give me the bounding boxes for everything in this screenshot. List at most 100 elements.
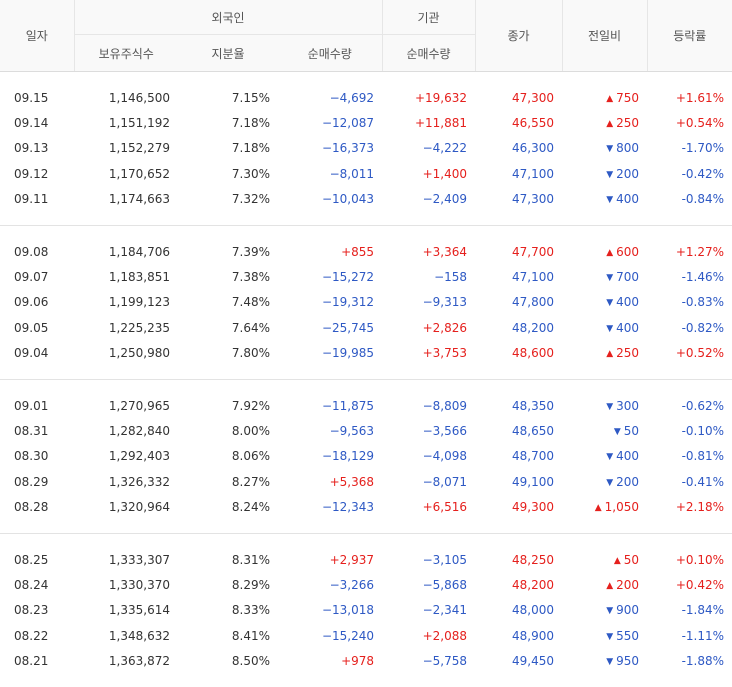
table-row: 09.04 1,250,980 7.80% −19,985 +3,753 48,600 ▲ 2… [0, 341, 732, 366]
cell-holdings: 1,225,235 [108, 320, 170, 335]
cell-change: ▼ 950 [562, 648, 647, 673]
header-foreign: 외국인 [73, 0, 383, 35]
cell-rate: +0.42% [675, 577, 725, 592]
cell-date: 09.05 [14, 320, 49, 335]
cell-foreign-net: −19,985 [321, 346, 375, 361]
cell-holdings: 1,199,123 [108, 295, 170, 310]
cell-inst-net: −158 [434, 270, 468, 285]
triangle-up-icon: ▲ [594, 503, 602, 514]
cell-date: 09.13 [14, 141, 49, 156]
header-close: 종가 [474, 0, 563, 72]
cell-close: 49,300 [512, 500, 555, 515]
cell-inst-net: −5,868 [422, 577, 468, 592]
cell-change: ▲ 1,050 [562, 494, 647, 519]
cell-inst-net: −8,809 [422, 398, 468, 413]
cell-close: 46,300 [512, 141, 555, 156]
cell-foreign-net: −12,087 [321, 116, 375, 131]
cell-close: 47,100 [512, 166, 555, 181]
cell-close: 49,100 [512, 474, 555, 489]
table-row: 09.05 1,225,235 7.64% −25,745 +2,826 48,200 ▼ 4… [0, 315, 732, 340]
cell-inst-net: −9,313 [422, 295, 468, 310]
cell-holdings: 1,270,965 [108, 398, 170, 413]
cell-inst-net: +6,516 [422, 500, 468, 515]
triangle-down-icon: ▼ [606, 401, 614, 412]
cell-change-value: 950 [616, 654, 640, 669]
cell-change: ▲ 250 [562, 110, 647, 135]
group-spacer [0, 366, 732, 380]
table-row: 08.21 1,363,872 8.50% +978 −5,758 49,450 ▼ 950 -… [0, 648, 732, 673]
cell-close: 48,700 [512, 449, 555, 464]
group-spacer-cell [0, 366, 732, 380]
cell-change: ▼ 400 [562, 444, 647, 469]
cell-inst-net: +3,364 [422, 244, 468, 259]
header-inst-net: 순매수량 [381, 34, 476, 72]
cell-change-value: 250 [616, 346, 640, 361]
cell-date: 09.15 [14, 90, 49, 105]
cell-rate: -0.81% [681, 449, 725, 464]
cell-foreign-net: −19,312 [321, 295, 375, 310]
cell-date: 08.25 [14, 552, 49, 567]
cell-foreign-net: −10,043 [321, 192, 375, 207]
cell-close: 48,900 [512, 628, 555, 643]
group-spacer [0, 226, 732, 239]
cell-share: 7.64% [231, 320, 270, 335]
cell-holdings: 1,282,840 [108, 423, 170, 438]
cell-date: 09.14 [14, 116, 49, 131]
cell-inst-net: −3,566 [422, 423, 468, 438]
cell-rate: -1.88% [681, 654, 725, 669]
group-spacer [0, 534, 732, 547]
cell-share: 7.30% [231, 166, 270, 181]
triangle-down-icon: ▼ [606, 144, 614, 155]
cell-change: ▼ 50 [562, 418, 647, 443]
cell-change-value: 550 [616, 628, 640, 643]
cell-change: ▼ 300 [562, 393, 647, 418]
triangle-up-icon: ▲ [606, 580, 614, 591]
triangle-down-icon: ▼ [606, 606, 614, 617]
cell-close: 48,200 [512, 320, 555, 335]
cell-inst-net: −4,222 [422, 141, 468, 156]
cell-change-value: 200 [616, 577, 640, 592]
cell-share: 7.38% [231, 270, 270, 285]
group-divider [0, 379, 732, 380]
cell-foreign-net: −12,343 [321, 500, 375, 515]
table-row: 08.25 1,333,307 8.31% +2,937 −3,105 48,250 ▲ 50… [0, 547, 732, 572]
cell-change-value: 400 [616, 192, 640, 207]
cell-change-value: 900 [616, 603, 640, 618]
cell-share: 7.32% [231, 192, 270, 207]
cell-rate: +1.61% [675, 90, 725, 105]
cell-date: 09.04 [14, 346, 49, 361]
group-divider-line [0, 225, 732, 226]
cell-rate: -0.10% [681, 423, 725, 438]
cell-share: 8.33% [231, 603, 270, 618]
cell-foreign-net: −11,875 [321, 398, 375, 413]
cell-date: 08.24 [14, 577, 49, 592]
cell-share: 7.15% [231, 90, 270, 105]
cell-change-value: 300 [616, 398, 640, 413]
cell-close: 46,550 [512, 116, 555, 131]
cell-change: ▲ 250 [562, 341, 647, 366]
cell-holdings: 1,174,663 [108, 192, 170, 207]
cell-change: ▲ 600 [562, 239, 647, 264]
triangle-down-icon: ▼ [606, 631, 614, 642]
cell-share: 7.18% [231, 141, 270, 156]
cell-holdings: 1,292,403 [108, 449, 170, 464]
cell-share: 8.00% [231, 423, 270, 438]
cell-change-value: 1,050 [604, 500, 640, 515]
cell-foreign-net: −3,266 [329, 577, 375, 592]
cell-date: 08.28 [14, 500, 49, 515]
cell-change: ▼ 700 [562, 264, 647, 289]
cell-inst-net: −5,758 [422, 654, 468, 669]
table-row: 09.01 1,270,965 7.92% −11,875 −8,809 48,350 ▼ 3… [0, 393, 732, 418]
triangle-up-icon: ▲ [606, 119, 614, 130]
group-spacer [0, 212, 732, 226]
cell-date: 09.12 [14, 166, 49, 181]
triangle-down-icon: ▼ [606, 477, 614, 488]
cell-close: 48,350 [512, 398, 555, 413]
group-spacer-cell [0, 674, 732, 687]
table-row: 09.15 1,146,500 7.15% −4,692 +19,632 47,300 ▲ 7… [0, 85, 732, 110]
cell-foreign-net: −8,011 [329, 166, 375, 181]
cell-share: 7.80% [231, 346, 270, 361]
cell-change-value: 250 [616, 116, 640, 131]
triangle-down-icon: ▼ [606, 452, 614, 463]
cell-holdings: 1,333,307 [108, 552, 170, 567]
